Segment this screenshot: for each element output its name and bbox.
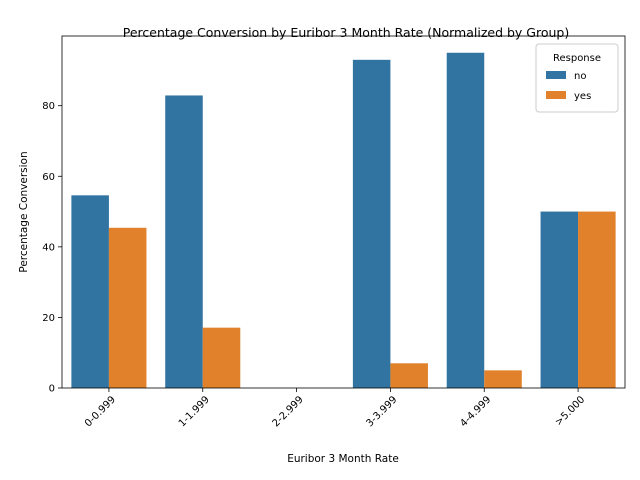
chart-title: Percentage Conversion by Euribor 3 Month… — [123, 25, 569, 40]
y-tick-label: 40 — [42, 242, 55, 253]
plot-frame — [61, 35, 626, 389]
bar-no-3 — [352, 59, 391, 388]
x-axis-label: Euribor 3 Month Rate — [287, 453, 399, 465]
bar-yes-4 — [484, 370, 522, 388]
bar-no-1 — [165, 95, 203, 388]
legend-label-yes: yes — [574, 91, 591, 102]
y-axis-label: Percentage Conversion — [18, 151, 30, 272]
legend-swatch-no — [546, 71, 566, 79]
bar-yes-3 — [390, 363, 428, 388]
bars-group — [71, 52, 616, 389]
legend-label-no: no — [574, 71, 586, 82]
bar-yes-1 — [202, 327, 241, 388]
y-tick-label: 0 — [49, 384, 55, 395]
bar-yes-0 — [108, 227, 147, 388]
bar-yes-5 — [578, 211, 616, 388]
legend-swatch-yes — [546, 91, 566, 99]
bar-no-4 — [446, 52, 485, 389]
bar-no-0 — [71, 195, 109, 388]
x-tick-label: 3-3.999 — [364, 394, 399, 429]
x-tick-label: 2-2.999 — [271, 394, 306, 429]
x-tick-label: 4-4.999 — [458, 394, 493, 429]
x-tick-label: 1-1.999 — [177, 394, 212, 429]
legend: Response no yes — [535, 43, 619, 113]
x-tick-label: 0-0.999 — [83, 394, 118, 429]
x-tick-label: >5.000 — [553, 394, 587, 428]
y-axis: 0 20 40 60 80 — [42, 101, 62, 395]
y-tick-label: 20 — [42, 313, 55, 324]
bar-no-5 — [540, 211, 579, 388]
y-tick-label: 60 — [42, 172, 55, 183]
y-tick-label: 80 — [42, 101, 55, 112]
x-axis: 0-0.999 1-1.999 2-2.999 3-3.999 4-4.999 >5.00… — [83, 388, 587, 429]
legend-title: Response — [553, 53, 601, 64]
